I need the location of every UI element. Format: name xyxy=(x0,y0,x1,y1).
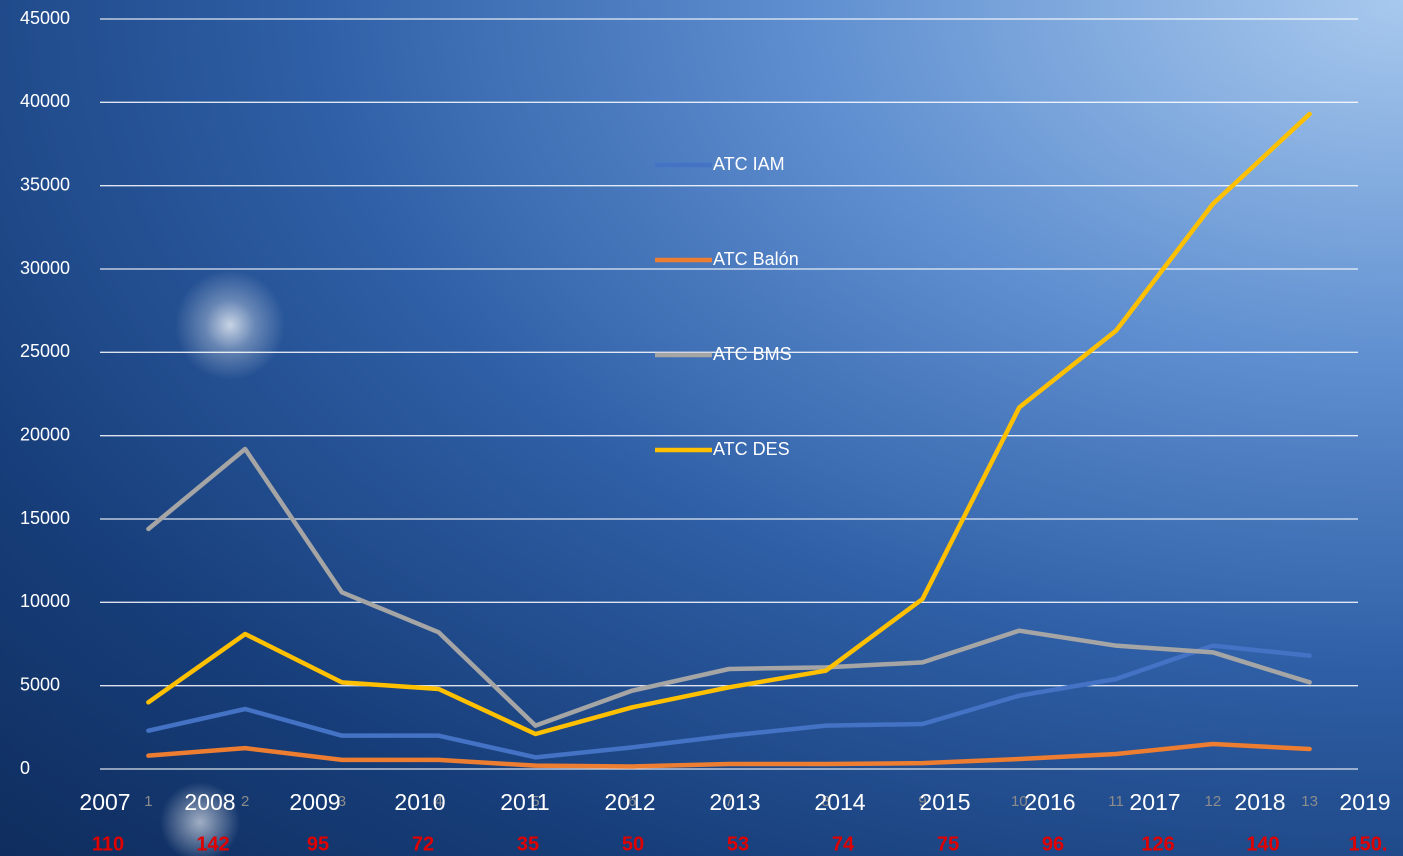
y-tick-label: 0 xyxy=(20,758,30,778)
legend-label: ATC DES xyxy=(713,439,790,459)
line-series xyxy=(146,643,1312,760)
y-tick-label: 10000 xyxy=(20,591,70,611)
line-series xyxy=(146,111,1312,737)
year-label: 2011 xyxy=(500,789,549,815)
y-tick-label: 30000 xyxy=(20,258,70,278)
count-label: 74 xyxy=(832,833,855,855)
y-tick-label: 35000 xyxy=(20,174,70,194)
year-label: 2014 xyxy=(814,789,865,815)
line-series xyxy=(146,741,1312,769)
year-label: 2010 xyxy=(394,789,445,815)
y-tick-label: 5000 xyxy=(20,674,60,694)
x-tick-label: 10 xyxy=(1011,793,1028,810)
x-tick-label: 7 xyxy=(725,793,733,810)
x-tick-label: 12 xyxy=(1205,793,1222,810)
x-tick-label: 8 xyxy=(822,793,830,810)
count-label: 72 xyxy=(412,833,434,855)
x-tick-label: 11 xyxy=(1108,793,1124,810)
y-tick-label: 45000 xyxy=(20,8,70,28)
legend-label: ATC BMS xyxy=(713,344,792,364)
x-tick-label: 9 xyxy=(918,793,926,810)
count-label: 150. xyxy=(1349,833,1388,855)
x-tick-label: 1 xyxy=(144,793,152,810)
x-tick-label: 6 xyxy=(628,793,636,810)
y-tick-label: 25000 xyxy=(20,341,70,361)
x-tick-label: 2 xyxy=(241,793,249,810)
x-tick-label: 5 xyxy=(531,793,539,810)
year-label: 2013 xyxy=(709,789,760,815)
count-label: 53 xyxy=(727,833,749,855)
y-tick-label: 20000 xyxy=(20,424,70,444)
y-tick-label: 15000 xyxy=(20,508,70,528)
year-label: 2017 xyxy=(1129,789,1180,815)
count-label: 140 xyxy=(1246,833,1279,855)
count-label: 35 xyxy=(517,833,539,855)
year-label: 2008 xyxy=(184,789,235,815)
y-tick-label: 40000 xyxy=(20,91,70,111)
count-label: 142 xyxy=(196,833,229,855)
count-label: 96 xyxy=(1042,833,1064,855)
year-label: 2019 xyxy=(1339,789,1390,815)
year-label: 2012 xyxy=(604,789,655,815)
line-series xyxy=(146,446,1312,728)
x-tick-label: 3 xyxy=(338,793,346,810)
legend-label: ATC Balón xyxy=(713,249,799,269)
year-label: 2015 xyxy=(919,789,970,815)
legend-label: ATC IAM xyxy=(713,154,785,174)
count-label: 50 xyxy=(622,833,644,855)
x-tick-label: 4 xyxy=(435,793,443,810)
count-label: 75 xyxy=(937,833,959,855)
year-label: 2018 xyxy=(1234,789,1285,815)
count-label: 110 xyxy=(92,833,124,855)
count-label: 95 xyxy=(307,833,329,855)
year-label: 2016 xyxy=(1024,789,1075,815)
year-label: 2007 xyxy=(79,789,130,815)
count-label: 126 xyxy=(1141,833,1174,855)
x-tick-label: 13 xyxy=(1301,793,1318,810)
year-label: 2009 xyxy=(289,789,340,815)
